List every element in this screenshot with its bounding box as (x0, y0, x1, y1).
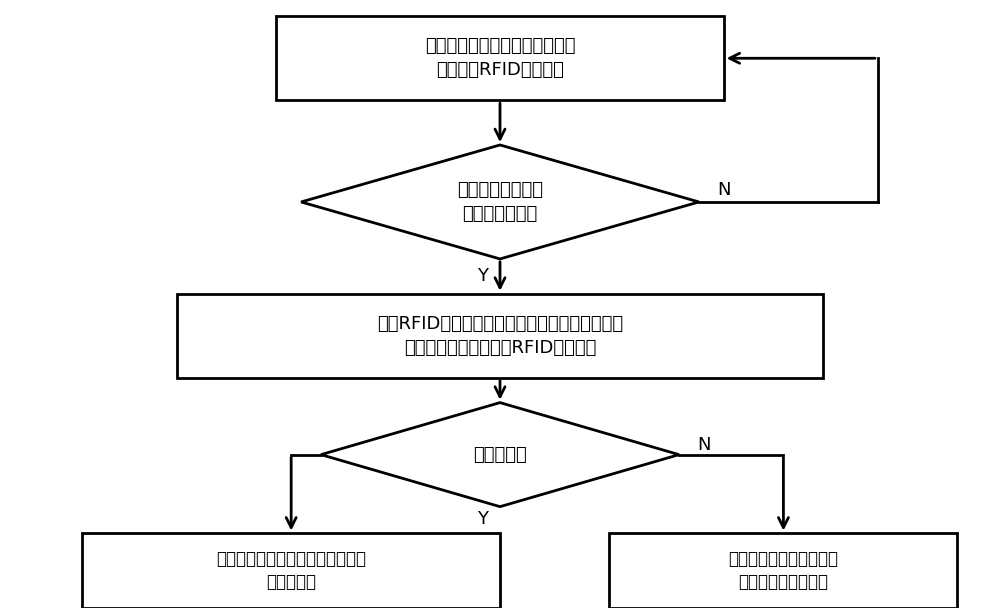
Text: 判定被检测工件的待检测裂纹位置
未产生裂纹: 判定被检测工件的待检测裂纹位置 未产生裂纹 (216, 550, 366, 591)
Bar (82, 533, 500, 608)
Text: 在被检测工件的待检测裂纹位置
安装易碎RFID电子标签: 在被检测工件的待检测裂纹位置 安装易碎RFID电子标签 (425, 37, 575, 79)
Text: 判定被检测工件的待检测
裂纹位置已产生裂纹: 判定被检测工件的待检测 裂纹位置已产生裂纹 (728, 550, 838, 591)
Bar (177, 294, 823, 378)
Text: 读取成功？: 读取成功？ (473, 445, 527, 464)
Text: N: N (717, 181, 731, 199)
Bar (276, 16, 724, 100)
Polygon shape (321, 403, 679, 507)
Bar (609, 533, 957, 608)
Text: Y: Y (477, 267, 488, 285)
Text: 采用RFID电子标签阅读器读取被检测工件的待检
测裂纹位置安装的易碎RFID电子标签: 采用RFID电子标签阅读器读取被检测工件的待检 测裂纹位置安装的易碎RFID电子… (377, 315, 623, 357)
Polygon shape (301, 145, 699, 259)
Text: N: N (697, 436, 711, 454)
Text: 需要对被检测工件
进行裂纹检测？: 需要对被检测工件 进行裂纹检测？ (457, 181, 543, 223)
Text: Y: Y (477, 510, 488, 527)
